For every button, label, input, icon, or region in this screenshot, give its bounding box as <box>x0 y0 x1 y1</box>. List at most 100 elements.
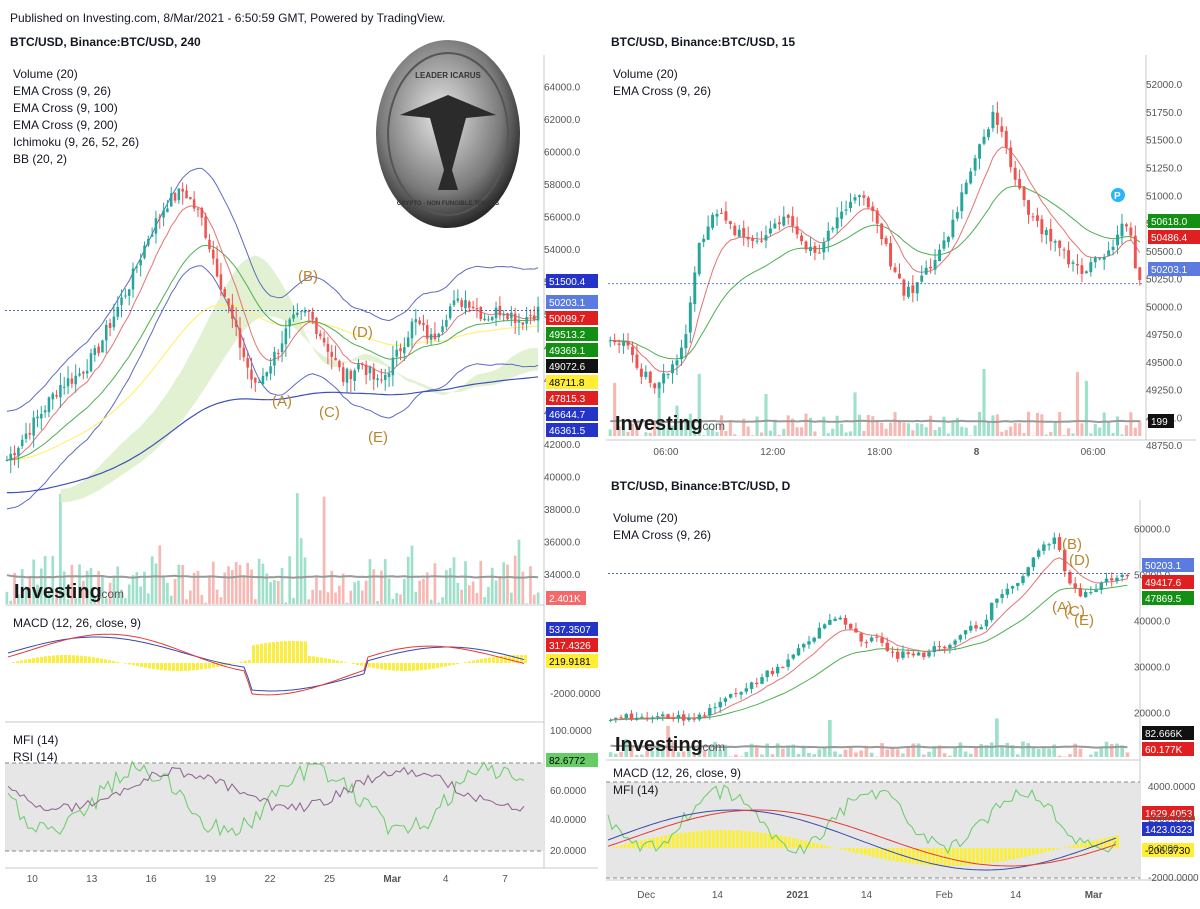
volume-bar <box>706 426 710 436</box>
volume-bar <box>822 416 826 436</box>
candle-body <box>108 323 112 328</box>
candle-body <box>987 129 990 138</box>
investing-watermark: Investing <box>14 581 102 603</box>
volume-bar <box>204 602 207 604</box>
price-label-bg <box>546 391 598 405</box>
volume-bar <box>1047 748 1051 757</box>
macd-hist-bar <box>324 658 327 663</box>
macd-hist-bar <box>108 660 111 663</box>
macd-hist-bar <box>456 663 459 664</box>
candle-body <box>506 313 509 320</box>
volume-bar <box>702 750 707 757</box>
candle-body <box>671 364 674 374</box>
price-label: 49513.2 <box>549 330 586 341</box>
candle-body <box>319 333 322 337</box>
price-label-bg <box>1142 575 1194 589</box>
volume-bar <box>759 432 764 436</box>
macd-hist-bar <box>904 848 907 863</box>
macd-hist-bar <box>132 663 135 666</box>
volume-bar <box>1125 752 1130 757</box>
candle-body <box>723 698 728 702</box>
macd-hist-bar <box>612 847 615 848</box>
volume-bar <box>1115 416 1120 436</box>
volume-bar <box>536 592 540 604</box>
volume-bar <box>1057 755 1062 757</box>
candle-body <box>889 243 893 267</box>
indicator-label[interactable]: Ichimoku (9, 26, 52, 26) <box>13 135 140 149</box>
volume-bar <box>777 434 781 436</box>
volume-bar <box>257 558 261 604</box>
y-tick-label: -2000.0000 <box>550 689 601 700</box>
macd-title: MACD (12, 26, close, 9) <box>13 616 141 630</box>
indicator-label[interactable]: EMA Cross (9, 26) <box>613 84 712 98</box>
macd-hist-bar <box>212 663 215 668</box>
indicator-label[interactable]: EMA Cross (9, 200) <box>13 118 118 132</box>
volume-bar <box>104 598 108 604</box>
price-label-bg <box>1142 742 1194 756</box>
macd-hist-bar <box>292 641 295 663</box>
macd-hist-bar <box>1096 839 1099 848</box>
candle-body <box>734 693 738 695</box>
macd-hist-bar <box>732 830 735 848</box>
indicator-label[interactable]: Volume (20) <box>613 67 678 81</box>
price-label: 47869.5 <box>1145 594 1182 605</box>
macd-hist-bar <box>624 844 627 848</box>
volume-bar <box>299 538 303 604</box>
volume-bar <box>1009 426 1013 436</box>
indicator-label[interactable]: EMA Cross (9, 100) <box>13 101 118 115</box>
volume-bar <box>200 594 204 604</box>
volume-bar <box>399 594 402 604</box>
macd-hist-bar <box>972 848 975 865</box>
candle-body <box>635 354 639 368</box>
price-label: 219.9181 <box>549 657 591 668</box>
y-tick-label: 50500.0 <box>1146 247 1183 258</box>
volume-bar <box>498 575 502 604</box>
volume-bar <box>372 569 376 604</box>
chart1-frame <box>5 55 598 869</box>
candle-body <box>608 340 612 342</box>
volume-bar <box>529 566 532 604</box>
indicator-label[interactable]: BB (20, 2) <box>13 152 68 166</box>
macd-hist-bar <box>200 663 203 670</box>
candle-body <box>733 225 737 236</box>
volume-bar <box>1104 741 1109 757</box>
volume-bar <box>854 752 858 757</box>
candle-body <box>116 307 119 317</box>
candle-body <box>9 453 12 461</box>
investing-watermark-suffix: .com <box>699 419 725 433</box>
volume-bar <box>1058 412 1062 436</box>
volume-bar <box>906 748 910 757</box>
y-tick-label: 60.0000 <box>550 786 587 797</box>
y-tick-label: 56000.0 <box>544 212 581 223</box>
volume-bar <box>786 415 790 436</box>
candle-body <box>711 214 715 228</box>
candle-body <box>760 677 764 684</box>
candle-body <box>1036 550 1041 557</box>
indicator-label[interactable]: EMA Cross (9, 26) <box>613 528 712 542</box>
macd-hist-bar <box>404 663 407 671</box>
volume-bar <box>739 756 743 757</box>
candle-body <box>1083 592 1088 598</box>
volume-bar <box>955 417 959 436</box>
macd-hist-bar <box>988 848 991 864</box>
candle-body <box>219 274 223 290</box>
candle-body <box>742 228 746 237</box>
volume-bar <box>506 564 509 604</box>
candle-body <box>1035 215 1039 221</box>
candle-body <box>1093 257 1097 263</box>
candle-body <box>1078 588 1083 597</box>
logo-text-top: LEADER ICARUS <box>415 71 481 80</box>
candle-body <box>895 651 900 659</box>
candle-body <box>361 363 364 365</box>
indicator-label[interactable]: Volume (20) <box>13 67 78 81</box>
candle-body <box>639 368 643 377</box>
volume-bar <box>1026 743 1031 757</box>
macd-hist-bar <box>76 655 79 663</box>
volume-bar <box>460 589 463 604</box>
candle-body <box>675 360 679 366</box>
macd-hist-bar <box>40 656 43 663</box>
price-label: 50486.4 <box>1151 233 1188 244</box>
candle-body <box>55 394 58 397</box>
indicator-label[interactable]: Volume (20) <box>613 511 678 525</box>
indicator-label[interactable]: EMA Cross (9, 26) <box>13 84 112 98</box>
